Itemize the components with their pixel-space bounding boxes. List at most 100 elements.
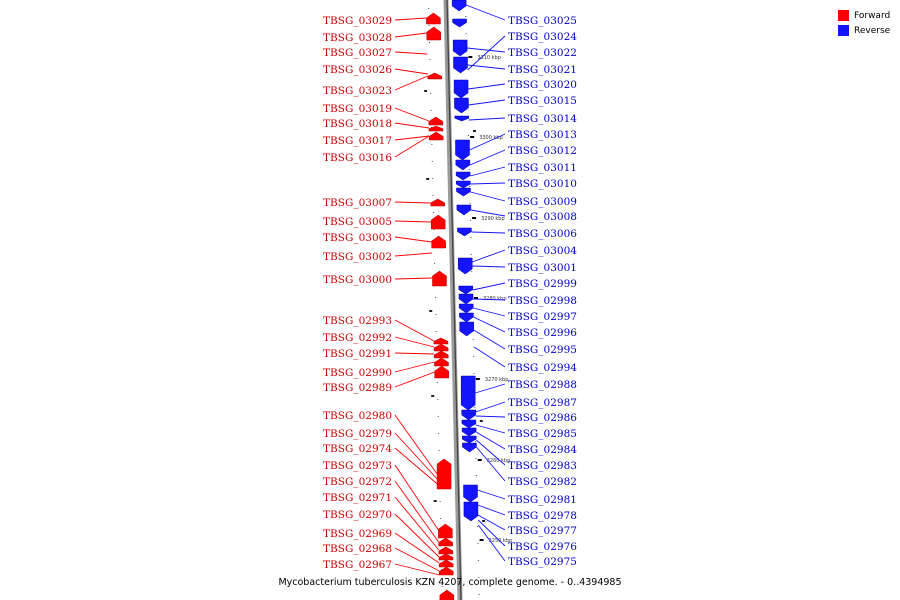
reverse-gene-label[interactable]: TBSG_02977 <box>508 525 577 537</box>
forward-gene-label[interactable]: TBSG_02992 <box>323 332 392 344</box>
reverse-gene-glyph[interactable] <box>455 139 470 161</box>
reverse-gene-label[interactable]: TBSG_03015 <box>508 95 577 107</box>
reverse-gene-glyph[interactable] <box>462 442 477 453</box>
reverse-gene-glyph[interactable] <box>455 159 471 171</box>
forward-gene-glyph[interactable] <box>438 537 453 547</box>
reverse-gene-label[interactable]: TBSG_03009 <box>508 196 577 208</box>
forward-gene-glyph[interactable] <box>430 214 446 230</box>
reverse-gene-label[interactable]: TBSG_03020 <box>508 79 577 91</box>
forward-gene-glyph[interactable] <box>439 589 455 600</box>
reverse-gene-glyph[interactable] <box>458 285 474 295</box>
reverse-gene-label[interactable]: TBSG_03025 <box>508 15 577 27</box>
forward-gene-glyph[interactable] <box>430 198 445 207</box>
reverse-gene-label[interactable]: TBSG_02995 <box>508 344 577 356</box>
forward-gene-label[interactable]: TBSG_03017 <box>323 135 392 147</box>
forward-gene-label[interactable]: TBSG_03016 <box>323 152 392 164</box>
reverse-gene-glyph[interactable] <box>456 204 472 216</box>
forward-gene-glyph[interactable] <box>434 350 449 359</box>
reverse-gene-label[interactable]: TBSG_02999 <box>508 278 577 290</box>
reverse-gene-label[interactable]: TBSG_03013 <box>508 129 577 141</box>
forward-gene-label[interactable]: TBSG_02968 <box>323 543 392 555</box>
reverse-gene-label[interactable]: TBSG_02985 <box>508 428 577 440</box>
reverse-gene-label[interactable]: TBSG_02982 <box>508 476 577 488</box>
reverse-gene-label[interactable]: TBSG_03022 <box>508 47 577 59</box>
forward-gene-label[interactable]: TBSG_02991 <box>323 348 392 360</box>
reverse-gene-label[interactable]: TBSG_03004 <box>508 245 577 257</box>
reverse-gene-glyph[interactable] <box>459 312 474 323</box>
forward-gene-glyph[interactable] <box>438 559 454 568</box>
reverse-gene-label[interactable]: TBSG_02998 <box>508 295 577 307</box>
reverse-gene-glyph[interactable] <box>456 180 471 189</box>
reverse-gene-label[interactable]: TBSG_02981 <box>508 494 577 506</box>
forward-gene-label[interactable]: TBSG_02979 <box>323 428 392 440</box>
reverse-gene-label[interactable]: TBSG_02978 <box>508 510 577 522</box>
reverse-gene-glyph[interactable] <box>459 321 474 337</box>
reverse-gene-label[interactable]: TBSG_03012 <box>508 145 577 157</box>
forward-gene-label[interactable]: TBSG_03007 <box>323 197 392 209</box>
forward-gene-label[interactable]: TBSG_02971 <box>323 492 392 504</box>
forward-gene-glyph[interactable] <box>428 116 444 126</box>
reverse-gene-glyph[interactable] <box>461 427 477 437</box>
forward-gene-glyph[interactable] <box>438 546 454 555</box>
forward-gene-label[interactable]: TBSG_03029 <box>323 15 392 27</box>
reverse-gene-glyph[interactable] <box>463 484 478 503</box>
forward-gene-label[interactable]: TBSG_02969 <box>323 528 392 540</box>
forward-gene-label[interactable]: TBSG_02993 <box>323 315 392 327</box>
forward-gene-label[interactable]: TBSG_02974 <box>323 443 392 455</box>
reverse-gene-label[interactable]: TBSG_03021 <box>508 64 577 76</box>
reverse-gene-glyph[interactable] <box>454 97 469 114</box>
forward-gene-label[interactable]: TBSG_03002 <box>323 251 392 263</box>
reverse-gene-glyph[interactable] <box>460 375 476 411</box>
forward-gene-glyph[interactable] <box>434 365 449 379</box>
forward-gene-label[interactable]: TBSG_02989 <box>323 382 392 394</box>
forward-gene-glyph[interactable] <box>432 270 447 287</box>
forward-gene-glyph[interactable] <box>434 357 449 367</box>
forward-gene-label[interactable]: TBSG_03003 <box>323 232 392 244</box>
reverse-gene-glyph[interactable] <box>463 501 479 522</box>
forward-gene-glyph[interactable] <box>428 125 444 132</box>
reverse-gene-label[interactable]: TBSG_03010 <box>508 178 577 190</box>
reverse-gene-label[interactable]: TBSG_03006 <box>508 228 577 240</box>
reverse-gene-glyph[interactable] <box>457 227 472 237</box>
forward-gene-label[interactable]: TBSG_03023 <box>323 85 392 97</box>
reverse-gene-glyph[interactable] <box>452 18 467 28</box>
reverse-gene-label[interactable]: TBSG_02975 <box>508 556 577 568</box>
forward-gene-glyph[interactable] <box>428 131 444 141</box>
reverse-gene-glyph[interactable] <box>458 303 474 314</box>
forward-gene-label[interactable]: TBSG_03026 <box>323 64 392 76</box>
reverse-gene-label[interactable]: TBSG_03008 <box>508 211 577 223</box>
forward-gene-label[interactable]: TBSG_03005 <box>323 216 392 228</box>
forward-gene-glyph[interactable] <box>433 337 449 345</box>
reverse-gene-label[interactable]: TBSG_03014 <box>508 113 577 125</box>
forward-gene-label[interactable]: TBSG_02980 <box>323 410 392 422</box>
reverse-gene-glyph[interactable] <box>454 115 470 122</box>
forward-gene-label[interactable]: TBSG_02973 <box>323 460 392 472</box>
forward-gene-glyph[interactable] <box>436 458 452 490</box>
forward-gene-label[interactable]: TBSG_03000 <box>323 274 392 286</box>
reverse-gene-label[interactable]: TBSG_03024 <box>508 31 577 43</box>
reverse-gene-label[interactable]: TBSG_02986 <box>508 412 577 424</box>
reverse-gene-glyph[interactable] <box>455 171 471 181</box>
reverse-gene-glyph[interactable] <box>452 39 468 57</box>
forward-gene-glyph[interactable] <box>433 343 449 352</box>
forward-gene-glyph[interactable] <box>426 12 441 25</box>
reverse-gene-glyph[interactable] <box>453 56 468 74</box>
forward-gene-label[interactable]: TBSG_02972 <box>323 476 392 488</box>
forward-gene-label[interactable]: TBSG_03019 <box>323 103 392 115</box>
forward-gene-label[interactable]: TBSG_02967 <box>323 559 392 571</box>
reverse-gene-glyph[interactable] <box>461 419 477 429</box>
forward-gene-glyph[interactable] <box>439 566 454 576</box>
forward-gene-glyph[interactable] <box>426 26 442 41</box>
forward-gene-glyph[interactable] <box>438 523 453 539</box>
reverse-gene-label[interactable]: TBSG_03011 <box>508 162 577 174</box>
reverse-gene-glyph[interactable] <box>456 187 471 197</box>
reverse-gene-label[interactable]: TBSG_02997 <box>508 311 577 323</box>
reverse-gene-glyph[interactable] <box>458 293 474 305</box>
forward-gene-label[interactable]: TBSG_03018 <box>323 118 392 130</box>
reverse-gene-label[interactable]: TBSG_03001 <box>508 262 577 274</box>
reverse-gene-glyph[interactable] <box>461 409 476 421</box>
reverse-gene-label[interactable]: TBSG_02987 <box>508 397 577 409</box>
forward-gene-glyph[interactable] <box>427 72 443 80</box>
reverse-gene-glyph[interactable] <box>451 0 467 12</box>
reverse-gene-label[interactable]: TBSG_02984 <box>508 444 577 456</box>
